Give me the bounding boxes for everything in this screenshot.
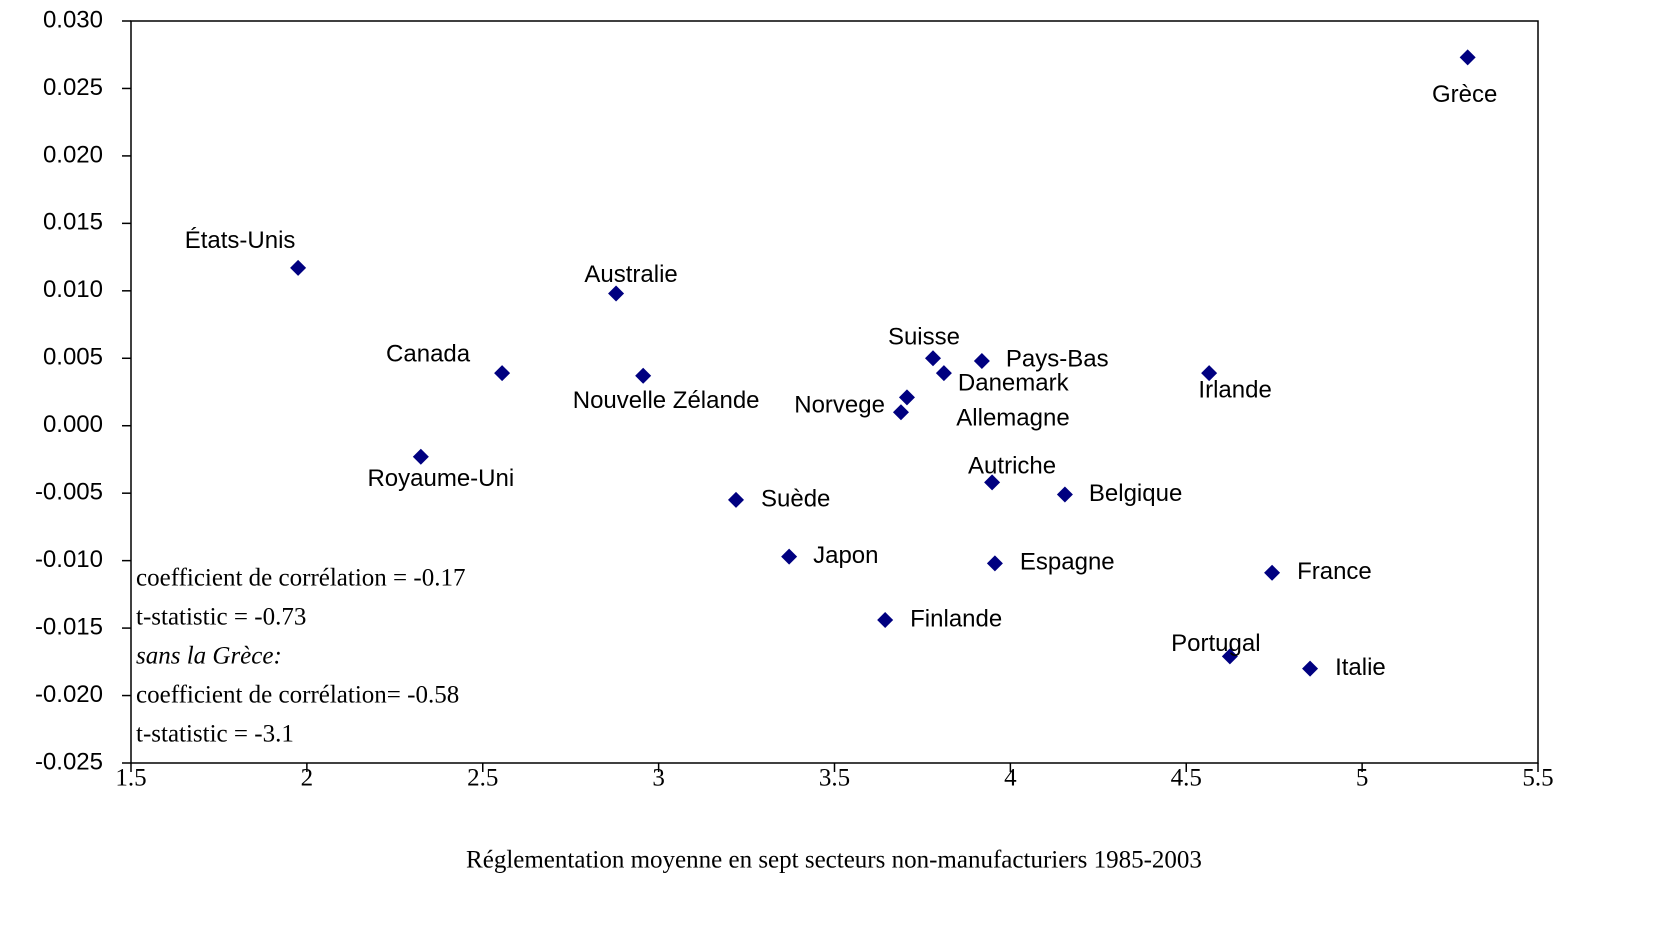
point-label: Norvege — [794, 392, 885, 419]
point — [290, 259, 307, 276]
annotation: sans la Grèce: — [136, 643, 282, 670]
y-tick-label: 0.005 — [43, 344, 103, 371]
point-label: États-Unis — [185, 227, 296, 254]
x-tick-label: 2 — [301, 765, 314, 792]
point — [608, 285, 625, 302]
y-tick-label: 0.025 — [43, 74, 103, 101]
point — [973, 352, 990, 369]
x-axis-label: Réglementation moyenne en sept secteurs … — [466, 847, 1202, 874]
point-label: Espagne — [1020, 549, 1115, 576]
point-label: Suède — [761, 485, 830, 512]
annotation: t-statistic = -3.1 — [136, 721, 294, 748]
point-label: France — [1297, 558, 1372, 585]
y-tick-label: 0.010 — [43, 276, 103, 303]
annotation: t-statistic = -0.73 — [136, 604, 306, 631]
point — [1056, 486, 1073, 503]
point — [494, 365, 511, 382]
point — [924, 350, 941, 367]
y-tick-label: 0.015 — [43, 209, 103, 236]
y-tick-label: -0.015 — [35, 613, 103, 640]
y-tick-label: 0.030 — [43, 6, 103, 33]
point — [781, 548, 798, 565]
annotation: coefficient de corrélation = -0.17 — [136, 565, 465, 592]
point — [877, 611, 894, 628]
point — [1302, 660, 1319, 677]
y-tick-label: -0.025 — [35, 748, 103, 775]
point-label: Grèce — [1432, 81, 1497, 108]
point — [1221, 648, 1238, 665]
point-label: Pays-Bas — [1006, 345, 1109, 372]
y-tick-label: -0.010 — [35, 546, 103, 573]
annotation: coefficient de corrélation= -0.58 — [136, 682, 459, 709]
y-tick-label: 0.000 — [43, 411, 103, 438]
y-tick-label: 0.020 — [43, 141, 103, 168]
point-label: Portugal — [1171, 630, 1260, 657]
point — [728, 491, 745, 508]
point-label: Italie — [1335, 654, 1386, 681]
x-tick-label: 4 — [1004, 765, 1017, 792]
point-label: Allemagne — [956, 405, 1069, 432]
point — [1459, 49, 1476, 66]
x-tick-label: 4.5 — [1171, 765, 1202, 792]
x-tick-label: 2.5 — [467, 765, 498, 792]
point — [635, 367, 652, 384]
y-tick-label: -0.020 — [35, 681, 103, 708]
point — [935, 365, 952, 382]
point-label: Danemark — [958, 369, 1070, 396]
point-label: Finlande — [910, 605, 1002, 632]
x-tick-label: 5 — [1356, 765, 1369, 792]
point-label: Autriche — [968, 453, 1056, 480]
point-label: Canada — [386, 340, 471, 367]
point — [412, 448, 429, 465]
point — [1201, 365, 1218, 382]
x-tick-label: 1.5 — [115, 765, 146, 792]
point-label: Belgique — [1089, 480, 1182, 507]
x-tick-label: 5.5 — [1522, 765, 1553, 792]
y-tick-label: -0.005 — [35, 479, 103, 506]
point-label: Australie — [584, 261, 677, 288]
point — [898, 389, 915, 406]
point — [984, 474, 1001, 491]
point-label: Nouvelle Zélande — [573, 387, 760, 414]
point-label: Royaume-Uni — [367, 465, 514, 492]
point — [986, 555, 1003, 572]
x-tick-label: 3.5 — [819, 765, 850, 792]
point-label: Japon — [813, 542, 878, 569]
point-label: Irlande — [1198, 376, 1271, 403]
point — [892, 404, 909, 421]
point-label: Suisse — [888, 324, 960, 351]
point — [1264, 564, 1281, 581]
x-tick-label: 3 — [652, 765, 665, 792]
